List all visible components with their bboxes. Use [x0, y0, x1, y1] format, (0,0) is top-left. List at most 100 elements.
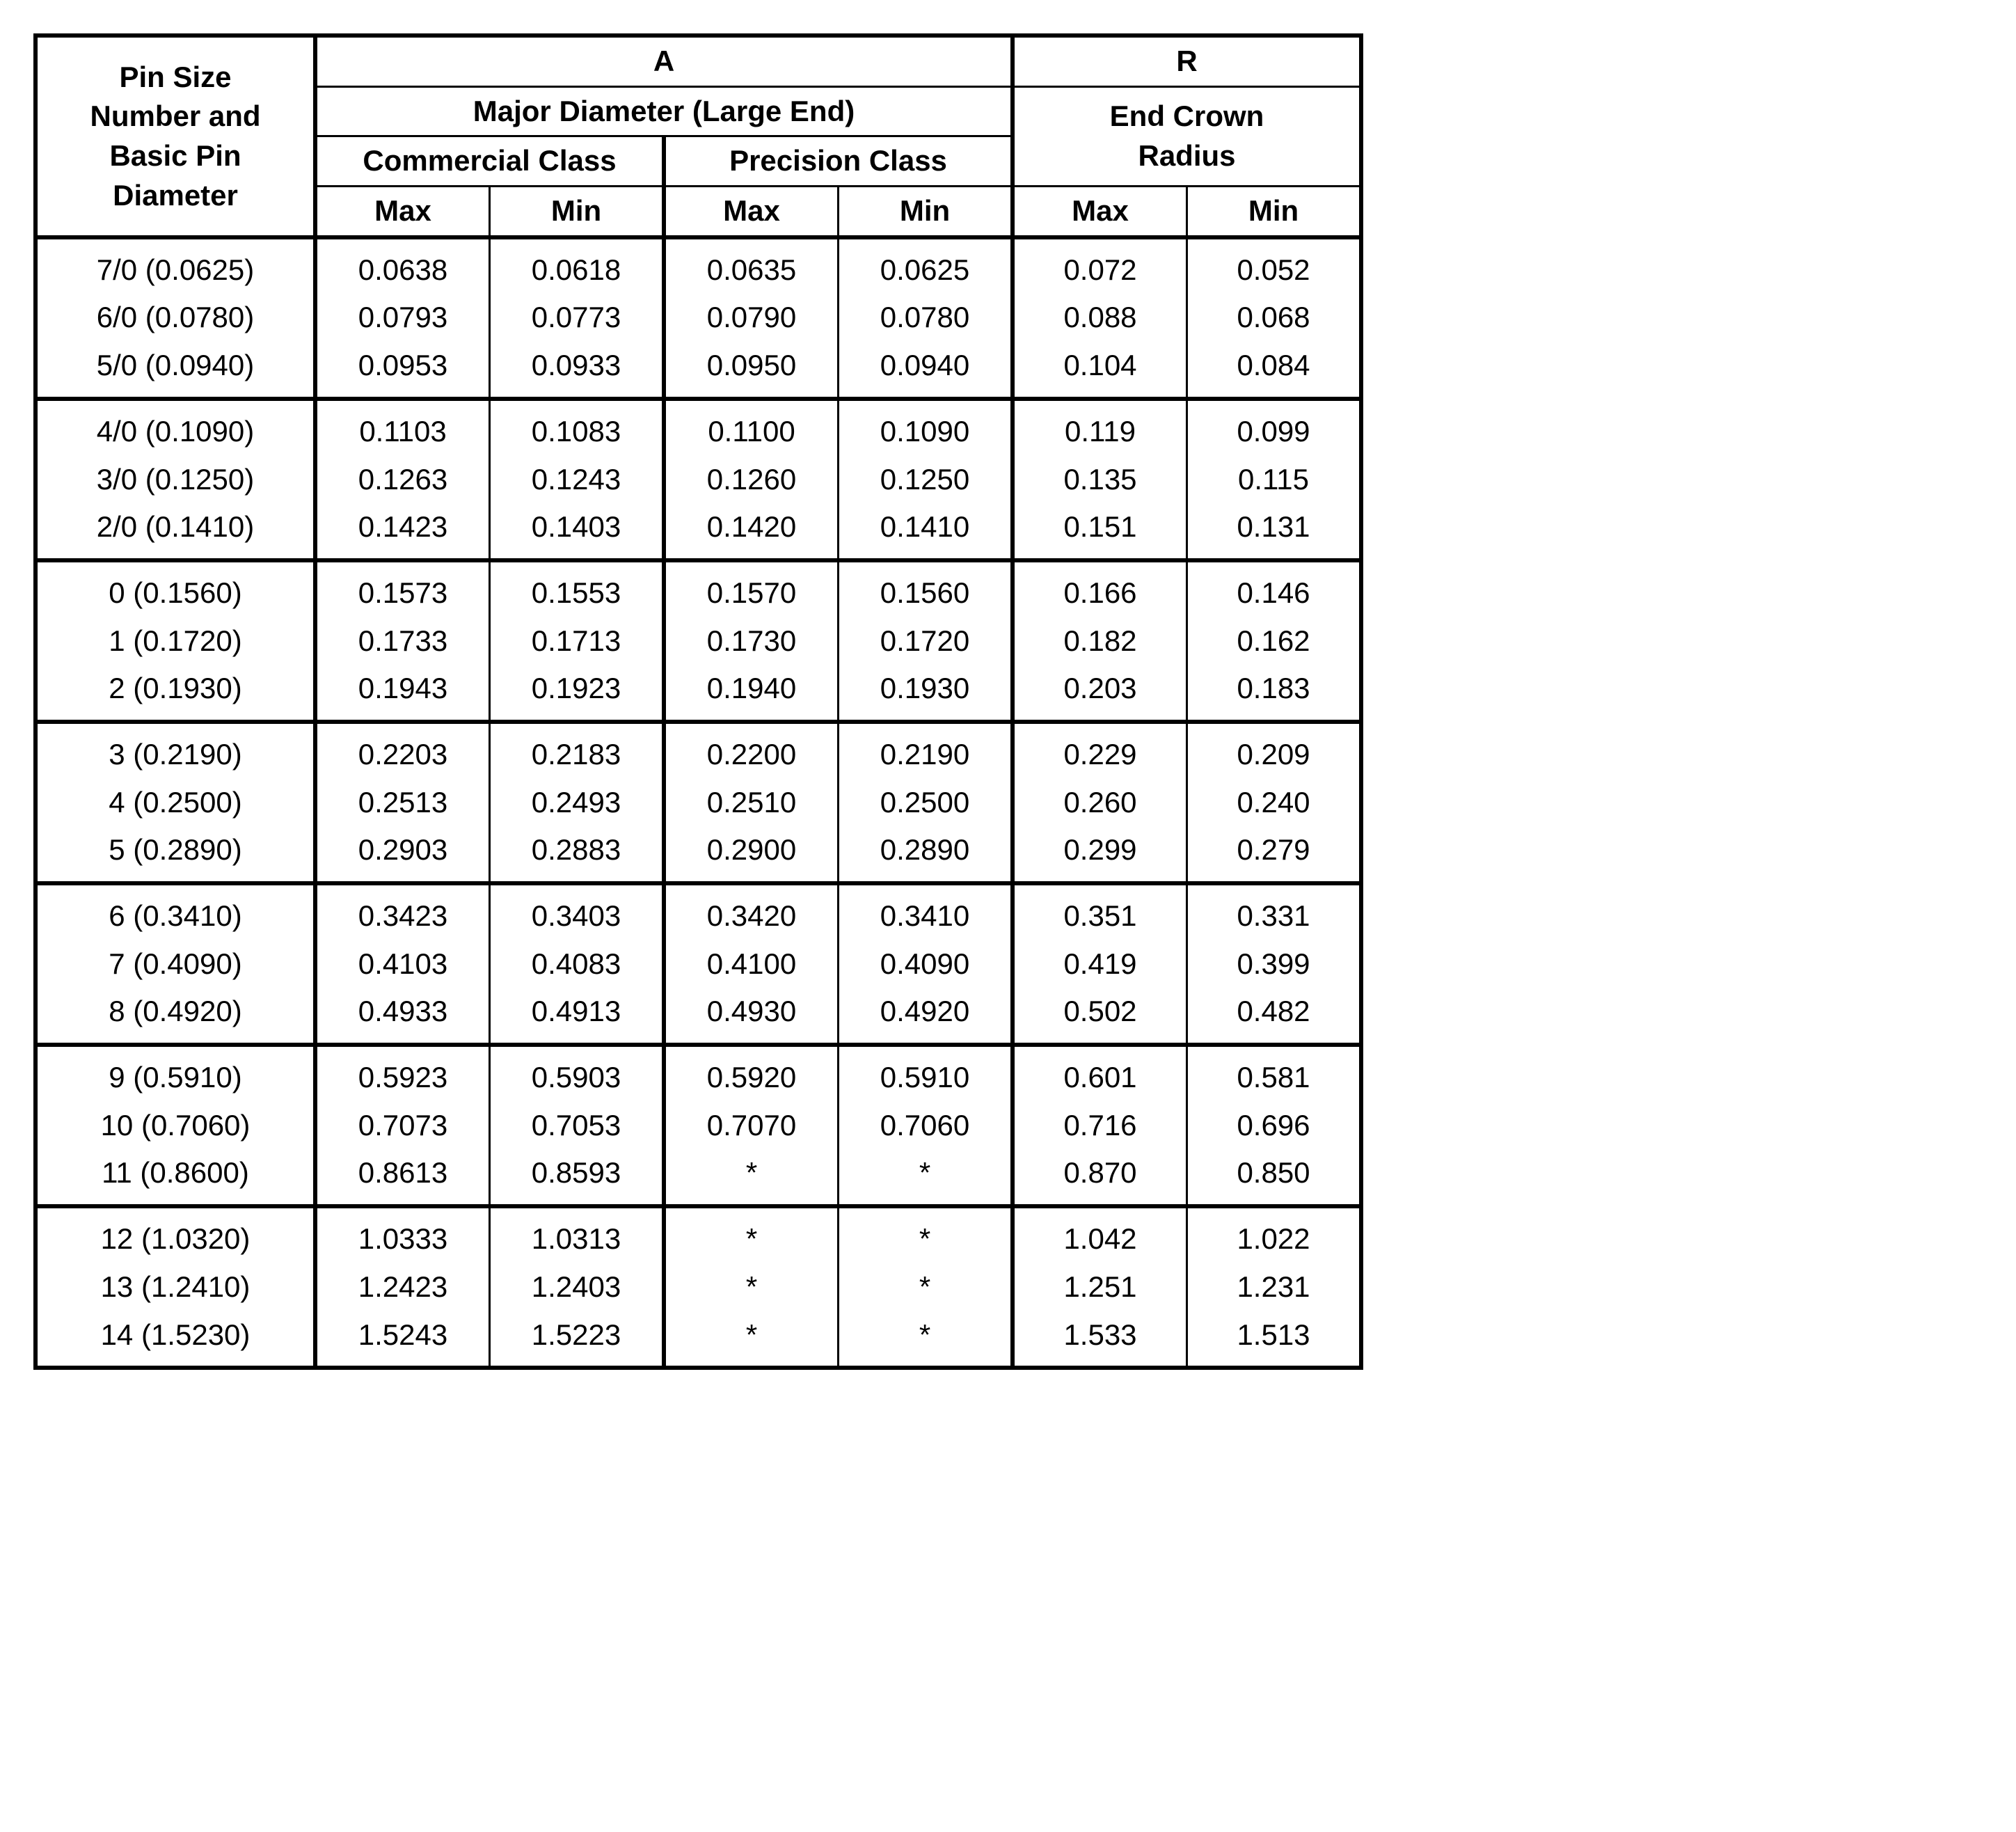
cell-commercial-min: 0.1083 [490, 399, 665, 456]
cell-precision-max: 0.4930 [664, 988, 839, 1045]
cell-commercial-min: 0.2183 [490, 722, 665, 779]
cell-precision-min: 0.1410 [839, 503, 1013, 560]
cell-commercial-min: 0.3403 [490, 883, 665, 940]
cell-precision-max: 0.2900 [664, 826, 839, 883]
cell-commercial-min: 0.4913 [490, 988, 665, 1045]
cell-radius-max: 0.870 [1013, 1149, 1187, 1206]
cell-commercial-max: 0.3423 [315, 883, 490, 940]
cell-commercial-min: 0.1923 [490, 665, 665, 722]
cell-commercial-min: 0.2883 [490, 826, 665, 883]
table-row: 12 (1.0320)1.03331.0313**1.0421.022 [35, 1206, 1361, 1263]
cell-commercial-max: 0.2203 [315, 722, 490, 779]
cell-pin-size: 10 (0.7060) [35, 1102, 315, 1150]
cell-pin-size: 7 (0.4090) [35, 940, 315, 988]
cell-precision-max: 0.7070 [664, 1102, 839, 1150]
cell-commercial-max: 0.8613 [315, 1149, 490, 1206]
header-commercial-class: Commercial Class [315, 136, 664, 187]
cell-radius-min: 0.240 [1187, 779, 1362, 827]
cell-radius-max: 0.182 [1013, 617, 1187, 665]
cell-commercial-max: 0.1103 [315, 399, 490, 456]
cell-commercial-max: 0.7073 [315, 1102, 490, 1150]
cell-radius-min: 0.279 [1187, 826, 1362, 883]
cell-precision-min: * [839, 1149, 1013, 1206]
cell-radius-max: 0.088 [1013, 294, 1187, 342]
cell-pin-size: 3 (0.2190) [35, 722, 315, 779]
cell-pin-size: 11 (0.8600) [35, 1149, 315, 1206]
cell-precision-max: 0.0950 [664, 342, 839, 399]
header-r: R [1013, 35, 1361, 86]
cell-precision-max: 0.5920 [664, 1045, 839, 1102]
cell-radius-min: 1.022 [1187, 1206, 1362, 1263]
cell-commercial-max: 0.2513 [315, 779, 490, 827]
cell-precision-max: * [664, 1206, 839, 1263]
cell-commercial-max: 1.2423 [315, 1263, 490, 1311]
cell-precision-min: 0.0625 [839, 237, 1013, 294]
table-row: 13 (1.2410)1.24231.2403**1.2511.231 [35, 1263, 1361, 1311]
header-radius-min: Min [1187, 187, 1362, 237]
cell-precision-min: 0.0940 [839, 342, 1013, 399]
cell-radius-max: 0.119 [1013, 399, 1187, 456]
cell-radius-max: 0.072 [1013, 237, 1187, 294]
cell-radius-max: 0.351 [1013, 883, 1187, 940]
cell-precision-max: 0.0790 [664, 294, 839, 342]
cell-commercial-min: 0.0773 [490, 294, 665, 342]
table-row: 9 (0.5910)0.59230.59030.59200.59100.6010… [35, 1045, 1361, 1102]
cell-precision-min: 0.0780 [839, 294, 1013, 342]
cell-precision-min: 0.2890 [839, 826, 1013, 883]
cell-commercial-min: 0.2493 [490, 779, 665, 827]
cell-radius-max: 0.260 [1013, 779, 1187, 827]
cell-commercial-min: 1.5223 [490, 1311, 665, 1368]
cell-commercial-min: 0.8593 [490, 1149, 665, 1206]
cell-precision-max: 0.1730 [664, 617, 839, 665]
cell-commercial-min: 1.0313 [490, 1206, 665, 1263]
cell-commercial-min: 0.4083 [490, 940, 665, 988]
cell-pin-size: 1 (0.1720) [35, 617, 315, 665]
cell-radius-min: 0.115 [1187, 456, 1362, 504]
cell-commercial-min: 0.0933 [490, 342, 665, 399]
cell-precision-max: 0.3420 [664, 883, 839, 940]
cell-precision-min: 0.4090 [839, 940, 1013, 988]
cell-pin-size: 14 (1.5230) [35, 1311, 315, 1368]
cell-commercial-min: 0.5903 [490, 1045, 665, 1102]
cell-commercial-max: 0.1423 [315, 503, 490, 560]
cell-precision-min: 0.1930 [839, 665, 1013, 722]
cell-pin-size: 12 (1.0320) [35, 1206, 315, 1263]
cell-commercial-min: 0.1713 [490, 617, 665, 665]
table-row: 6 (0.3410)0.34230.34030.34200.34100.3510… [35, 883, 1361, 940]
cell-radius-min: 1.513 [1187, 1311, 1362, 1368]
cell-precision-max: 0.1570 [664, 560, 839, 617]
cell-pin-size: 2 (0.1930) [35, 665, 315, 722]
cell-radius-max: 0.229 [1013, 722, 1187, 779]
cell-radius-min: 0.099 [1187, 399, 1362, 456]
cell-precision-max: 0.1260 [664, 456, 839, 504]
cell-radius-min: 1.231 [1187, 1263, 1362, 1311]
table-row: 2 (0.1930)0.19430.19230.19400.19300.2030… [35, 665, 1361, 722]
cell-precision-min: 0.1720 [839, 617, 1013, 665]
cell-radius-min: 0.331 [1187, 883, 1362, 940]
cell-commercial-max: 0.0638 [315, 237, 490, 294]
table-row: 5/0 (0.0940)0.09530.09330.09500.09400.10… [35, 342, 1361, 399]
cell-commercial-max: 0.5923 [315, 1045, 490, 1102]
header-end-crown-radius: End CrownRadius [1013, 86, 1361, 186]
cell-commercial-max: 1.0333 [315, 1206, 490, 1263]
cell-radius-min: 0.084 [1187, 342, 1362, 399]
cell-radius-max: 1.042 [1013, 1206, 1187, 1263]
cell-radius-max: 0.135 [1013, 456, 1187, 504]
cell-precision-min: * [839, 1206, 1013, 1263]
header-precision-max: Max [664, 187, 839, 237]
cell-radius-max: 0.716 [1013, 1102, 1187, 1150]
cell-precision-min: 0.2190 [839, 722, 1013, 779]
cell-precision-min: 0.2500 [839, 779, 1013, 827]
cell-commercial-max: 0.4103 [315, 940, 490, 988]
cell-precision-max: * [664, 1311, 839, 1368]
cell-radius-max: 1.533 [1013, 1311, 1187, 1368]
header-major-diameter: Major Diameter (Large End) [315, 86, 1013, 136]
cell-commercial-min: 0.0618 [490, 237, 665, 294]
cell-pin-size: 7/0 (0.0625) [35, 237, 315, 294]
cell-radius-max: 0.419 [1013, 940, 1187, 988]
header-pin-size: Pin SizeNumber andBasic PinDiameter [35, 35, 315, 237]
cell-radius-min: 0.052 [1187, 237, 1362, 294]
table-row: 3 (0.2190)0.22030.21830.22000.21900.2290… [35, 722, 1361, 779]
cell-precision-min: 0.7060 [839, 1102, 1013, 1150]
table-row: 14 (1.5230)1.52431.5223**1.5331.513 [35, 1311, 1361, 1368]
